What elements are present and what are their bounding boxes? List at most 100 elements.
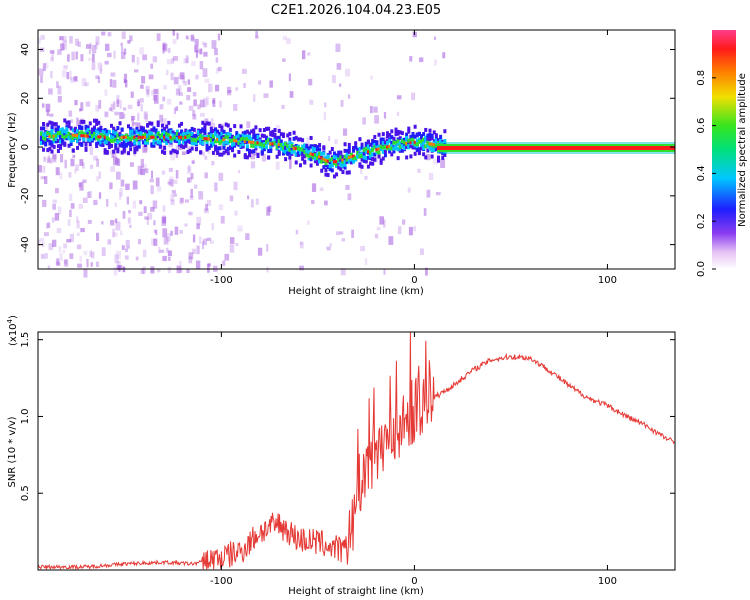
spectrogram-noise-point [151,238,155,246]
spectrogram-noise-point [107,239,112,245]
spectrogram-noise-point [196,223,200,230]
spectrogram-ridge-point [426,148,430,153]
spectrogram-ridge-point [273,132,277,137]
spectrogram-ridge-point [245,147,249,152]
spectrogram-ridge-point [61,139,65,144]
spectrogram-ridge-point [341,159,345,164]
spectrogram-ridge-point [107,145,111,150]
spectrogram-noise-point [275,161,280,170]
spectrogram-noise-point [45,103,51,112]
spectrogram-noise-point [376,227,381,231]
spectrogram-noise-point [282,35,287,41]
spectrogram-noise-point [188,252,194,260]
spectrogram-ridge-point [152,138,156,143]
spectrogram-ridge-point [347,142,351,147]
spectrogram-noise-point [86,258,89,268]
spectrogram-noise-point [208,83,213,93]
spectrogram-ridge-point [177,133,181,138]
spectrogram-ridge-point [141,140,145,145]
spectrogram-noise-point [123,73,128,83]
spectrogram-ridge-point [80,119,84,124]
spectrogram-ridge-point [90,134,94,139]
spectrogram-ridge-point [129,137,133,142]
spectrogram-ridge-point [63,129,67,134]
spectrogram-ridge-point [290,144,294,149]
spectrogram-noise-point [170,230,173,236]
spectrogram-ridge-point [124,138,128,143]
spectrogram-ridge-point [422,132,426,137]
spectrogram-noise-point [143,111,148,120]
spectrogram-ridge-point [201,135,205,140]
spectrogram-ridge-point [112,126,116,131]
spectrogram-noise-point [159,249,165,253]
spectrogram-ridge-point [173,137,177,142]
spectrogram-noise-point [362,117,366,125]
spectrogram-ridge-point [222,145,226,150]
spectrogram-ridge-point [386,140,390,145]
spectrogram-peak-point [375,148,379,152]
spectrogram-noise-point [181,75,186,84]
spectrogram-ridge-point [105,133,109,138]
spectrogram-noise-point [339,231,344,235]
spectrogram-ridge-point [403,140,407,145]
spectrogram-noise-point [188,256,193,264]
spectrogram-ridge-point [354,155,358,160]
spectrogram-peak-point [150,135,154,139]
spectrogram-ridge-point [366,144,370,149]
spectrogram-ridge-point [420,142,424,147]
spectrogram-ridge-point [252,135,256,140]
spectrogram-ridge-point [428,136,432,141]
spectrogram-ridge-point [405,155,409,160]
spectrogram-ridge-point [194,138,198,143]
spectrogram-noise-point [88,50,91,55]
spectrogram-ridge-point [228,132,232,137]
spectrogram-ridge-point [44,137,48,142]
spectrogram-noise-point [206,237,212,241]
spectrogram-noise-point [171,190,176,194]
spectrogram-ridge-point [82,119,86,124]
colorbar-tick-label: 0.4 [696,165,707,181]
spectrogram-noise-point [335,231,340,236]
spectrogram-ridge-point [211,136,215,141]
spectrogram-ridge-point [54,128,58,133]
spectrogram-peak-point [318,155,322,159]
spectrogram-noise-point [146,216,149,225]
spectrogram-ridge-point [209,143,213,148]
spectrogram-ridge-point [392,149,396,154]
spectrogram-noise-point [183,80,188,86]
spectrogram-ridge-point [386,138,390,143]
spectrogram-noise-point [66,54,70,62]
spectrogram-ridge-point [80,125,84,130]
spectrogram-noise-point [319,187,324,192]
spectrogram-noise-point [351,229,355,238]
spectrogram-noise-point [39,237,45,242]
spectrogram-noise-point [52,239,57,247]
spectrogram-noise-point [76,244,82,250]
spectrogram-noise-point [57,85,62,95]
spectrogram-ridge-point [184,128,188,133]
spectrogram-ridge-point [101,133,105,138]
spectrogram-ridge-point [184,143,188,148]
spectrogram-ridge-point [375,145,379,150]
spectrogram-ridge-point [148,121,152,126]
spectrogram-ridge-point [379,147,383,152]
spectrogram-noise-point [43,156,46,162]
spectrogram-ridge-point [76,135,80,140]
spectrogram-ridge-point [88,138,92,143]
spectrogram-peak-point [292,146,296,150]
spectrogram-ridge-point [254,125,258,130]
spectrogram-ridge-point [309,144,313,149]
spectrogram-noise-point [196,245,200,255]
spectrogram-noise-point [50,159,53,164]
spectrogram-peak-point [405,141,409,145]
spectrogram-ridge-point [237,140,241,145]
spectrogram-noise-point [137,99,140,107]
spectrogram-ridge-point [373,142,377,147]
spectrogram-ridge-point [422,141,426,146]
spectrogram-peak-point [203,137,207,141]
spectrogram-ridge-point [324,155,328,160]
figure-title: C2E1.2026.104.04.23.E05 [271,3,441,18]
spectrogram-ridge-point [160,149,164,154]
spectrogram-noise-point [179,229,183,234]
spectrogram-peak-point [122,135,126,139]
